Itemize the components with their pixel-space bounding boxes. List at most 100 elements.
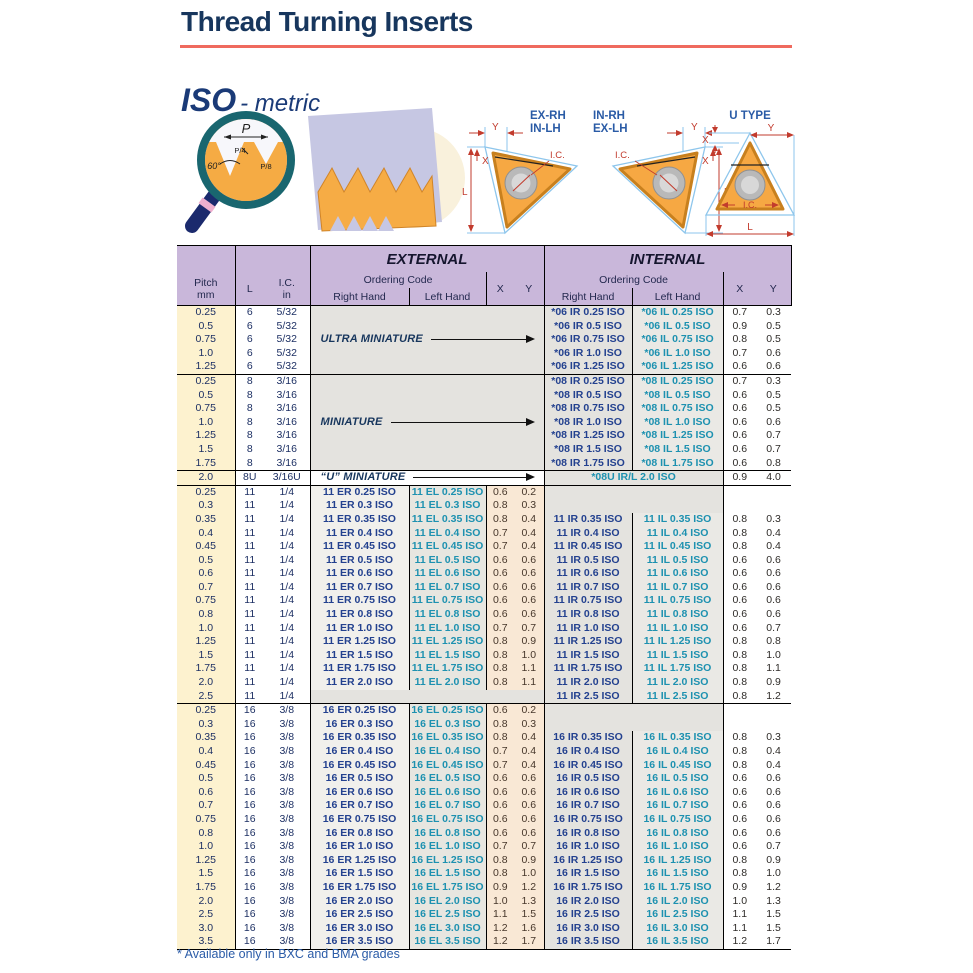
cell-internal-y (756, 484, 792, 500)
cell-internal-y: 1.3 (756, 894, 792, 909)
cell-internal-x: 0.6 (723, 621, 757, 636)
cell-internal-x: 0.7 (723, 373, 757, 389)
cell-internal-x (723, 499, 757, 513)
insert2-dim-ic: I.C. (615, 150, 630, 161)
cell-pitch: 0.25 (177, 703, 236, 718)
cell-external-rh-code: 11 ER 0.35 ISO (310, 512, 410, 527)
cell-l: 16 (243, 880, 256, 893)
cell-external-x: 0.7 (486, 745, 514, 759)
cell-internal-lh-code: 11 IL 2.5 ISO (632, 689, 724, 704)
cell-internal-x: 0.9 (723, 470, 757, 486)
cell-ic: 1/4 (264, 662, 311, 677)
cell-internal-y: 0.6 (756, 580, 792, 595)
cell-external-rh-code: 16 ER 3.0 ISO (310, 921, 410, 936)
table-row: 0.25 16 3/8 16 ER 0.25 ISO 16 EL 0.25 ISO 0.6… (177, 703, 792, 718)
cell-internal-lh-code: 11 IL 1.0 ISO (632, 621, 724, 636)
cell-internal-rh-code: 16 IR 3.0 ISO (544, 921, 633, 936)
cell-external-x: 0.8 (486, 499, 514, 513)
cell-pitch: 0.8 (177, 826, 236, 841)
cell-internal-x: 0.6 (723, 360, 757, 375)
cell-pitch: 0.3 (177, 499, 236, 513)
cell-ic: 3/8 (264, 731, 311, 745)
insert3-label: U TYPE (729, 110, 771, 122)
cell-l: 11 (244, 594, 256, 607)
cell-internal-y: 0.6 (756, 772, 792, 786)
cell-external-rh-code: 11 ER 0.4 ISO (310, 526, 410, 541)
table-row: 0.5 6 5/32 *06 IR 0.5 ISO *06 IL 0.5 ISO 0.9 0… (177, 319, 792, 334)
cell-pitch: 0.4 (177, 745, 236, 759)
table-row: 1.0 16 3/8 16 ER 1.0 ISO 16 EL 1.0 ISO 0.7 0.7… (177, 840, 792, 854)
cell-internal-lh-code: 16 IL 0.8 ISO (632, 826, 724, 841)
insert2-dim-x: X (702, 156, 709, 167)
cell-l: 11 (244, 540, 256, 553)
right-arrow-line (390, 418, 535, 427)
cell-external-rh-code: 16 ER 2.0 ISO (310, 894, 410, 909)
table-row: 0.6 16 3/8 16 ER 0.6 ISO 16 EL 0.6 ISO 0.6 0.6… (177, 785, 792, 800)
cell-internal-y: 0.4 (756, 526, 792, 541)
cell-internal-y: 1.7 (756, 935, 792, 950)
table-row: 2.0 8U 3/16U “U” MINIATURE *08U IR/L 2.0 ISO… (177, 470, 792, 486)
cell-external-y: 0.6 (514, 826, 545, 841)
cell-internal-y: 1.5 (756, 921, 792, 936)
cell-internal-x: 0.6 (723, 402, 757, 416)
external-section-header: EXTERNAL (310, 245, 545, 272)
cell-ic: 3/8 (264, 826, 311, 841)
cell-internal-lh-code: 11 IL 1.25 ISO (632, 635, 724, 649)
cell-pitch: 0.75 (177, 594, 236, 609)
cell-pitch: 1.25 (177, 635, 236, 649)
cell-l: 6 (246, 319, 253, 332)
table-row: 2.0 16 3/8 16 ER 2.0 ISO 16 EL 2.0 ISO 1.0 1.3… (177, 894, 792, 909)
cell-internal-y: 0.6 (756, 785, 792, 800)
table-row: 0.35 11 1/4 11 ER 0.35 ISO 11 EL 0.35 ISO 0.8… (177, 512, 792, 527)
cell-pitch: 0.45 (177, 540, 236, 554)
footnote: * Available only in BXC and BMA grades (177, 947, 400, 961)
cell-internal-x: 0.6 (723, 567, 757, 581)
cell-external-y: 1.1 (514, 676, 545, 690)
cell-internal-lh-code: 16 IL 1.75 ISO (632, 880, 724, 895)
cell-ic: 3/8 (264, 880, 311, 895)
cell-external-rh-code: 16 ER 2.5 ISO (310, 908, 410, 922)
cell-external-y: 1.0 (514, 648, 545, 663)
cell-pitch: 3.0 (177, 921, 236, 936)
l-column-header: L (235, 272, 264, 306)
cell-external-x: 0.7 (486, 621, 514, 636)
cell-external-rh-code: 11 ER 0.6 ISO (310, 567, 410, 581)
cell-external-x: 0.9 (486, 880, 514, 895)
cell-ic: 1/4 (264, 526, 311, 541)
cell-external-x: 1.2 (486, 921, 514, 936)
cell-internal-y: 0.5 (756, 319, 792, 334)
cell-external-lh-code: 16 EL 0.7 ISO (409, 799, 487, 813)
cell-pitch: 2.0 (177, 676, 236, 690)
insert3-dim-x: X (702, 135, 709, 146)
cell-internal-x: 0.6 (723, 812, 757, 827)
size-note-label: “U” MINIATURE (320, 471, 406, 484)
cell-external-y: 1.1 (514, 662, 545, 677)
cell-internal-rh-code: 11 IR 2.5 ISO (544, 689, 633, 704)
cell-internal-x: 0.6 (723, 388, 757, 403)
cell-internal-y: 0.6 (756, 608, 792, 622)
cell-internal-x (723, 717, 757, 732)
cell-internal-lh-code: 11 IL 0.8 ISO (632, 608, 724, 622)
cell-external-lh-code: 16 EL 2.5 ISO (409, 908, 487, 922)
cell-pitch: 1.75 (177, 880, 236, 895)
table-row: 0.6 11 1/4 11 ER 0.6 ISO 11 EL 0.6 ISO 0.6 0.6… (177, 567, 792, 581)
cell-external-y: 0.7 (514, 840, 545, 854)
cell-internal-y: 0.6 (756, 799, 792, 813)
table-row: 0.75 6 5/32 *06 IR 0.75 ISO *06 IL 0.75 ISO 0… (177, 333, 792, 347)
cell-internal-lh-code: 11 IL 1.75 ISO (632, 662, 724, 677)
cell-internal-blank (544, 484, 724, 500)
cell-ic: 3/8 (264, 703, 311, 718)
table-row: 0.4 11 1/4 11 ER 0.4 ISO 11 EL 0.4 ISO 0.7 0.4… (177, 526, 792, 541)
external-ordering-code-header: Ordering Code (310, 272, 486, 288)
cell-external-rh-code: 16 ER 0.6 ISO (310, 785, 410, 800)
cell-l: 16 (243, 812, 256, 825)
header-spacer-lic (235, 245, 311, 272)
cell-l: 16 (243, 840, 256, 853)
cell-internal-y: 1.2 (756, 689, 792, 704)
cell-external-rh-code: 16 ER 1.75 ISO (310, 880, 410, 895)
table-row: 0.25 8 3/16 MINIATURE *08 IR 0.25 ISO *08 IL … (177, 373, 792, 471)
cell-internal-merged-code: *08U IR/L 2.0 ISO (544, 470, 724, 486)
cell-internal-x: 0.8 (723, 333, 757, 347)
cell-internal-y: 0.6 (756, 594, 792, 609)
cell-l: 16 (243, 717, 256, 730)
